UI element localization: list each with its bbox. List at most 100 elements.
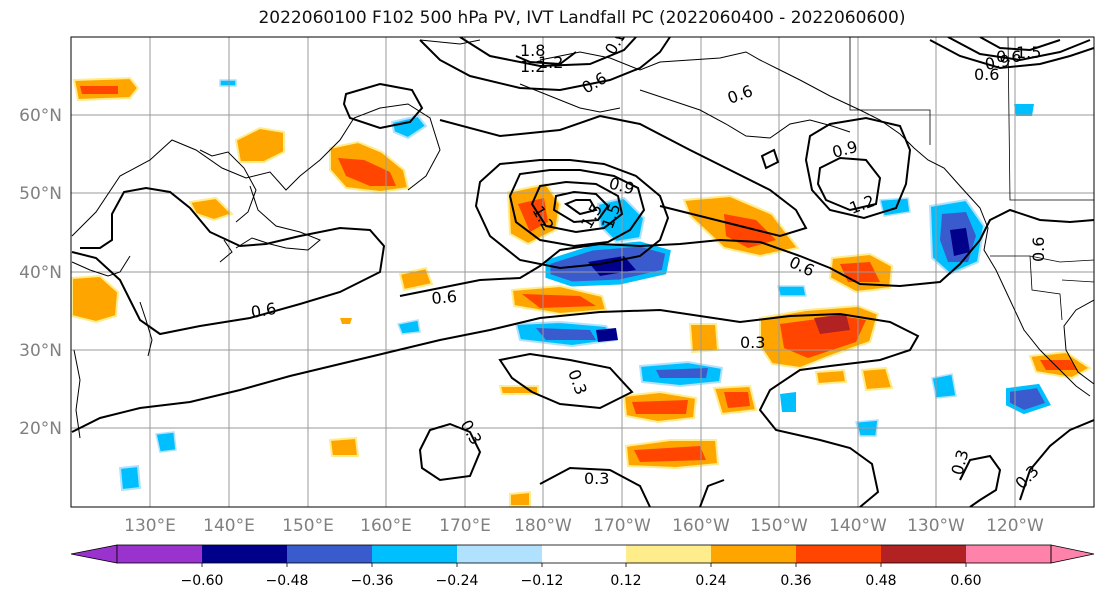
anomaly-blob xyxy=(328,436,360,457)
colorbar-tick-label: −0.12 xyxy=(521,573,564,589)
contour-label: 0.3 xyxy=(740,333,765,352)
anomaly-blob xyxy=(632,400,688,414)
colorbar-tick-label: −0.48 xyxy=(266,573,309,589)
contour-label: 0.6 xyxy=(1029,237,1048,262)
anomaly-blob xyxy=(338,158,396,186)
lon-label: 160°E xyxy=(360,516,412,536)
ivt-shading xyxy=(71,76,1092,507)
gridlines xyxy=(71,37,1094,507)
anomaly-blob xyxy=(509,490,531,507)
lon-label: 140°E xyxy=(203,516,255,536)
colorbar-tick-label: −0.60 xyxy=(181,573,224,589)
lon-label: 150°W xyxy=(750,516,808,536)
anomaly-blob xyxy=(588,256,636,276)
lat-label: 30°N xyxy=(19,341,62,361)
anomaly-blob xyxy=(398,266,434,292)
contour-label: 1.8 xyxy=(520,41,545,60)
anomaly-blob xyxy=(724,392,750,408)
colorbar-tick-label: 0.36 xyxy=(780,573,811,589)
contour-label: 0.3 xyxy=(584,469,609,488)
colorbar-extend-max xyxy=(1050,544,1095,564)
lat-label: 20°N xyxy=(19,419,62,439)
colorbar-tick-label: −0.24 xyxy=(436,573,479,589)
anomaly-blob xyxy=(80,86,118,94)
colorbar-segment xyxy=(202,545,287,563)
pv-contours xyxy=(71,37,1094,507)
contour-label: 0.9 xyxy=(609,12,638,44)
lon-label: 140°W xyxy=(829,516,887,536)
anomaly-blob xyxy=(814,368,848,386)
anomaly-blob xyxy=(596,196,646,244)
anomaly-blob xyxy=(396,319,421,335)
lat-label: 40°N xyxy=(19,263,62,283)
anomaly-blob xyxy=(219,79,237,87)
contour-label: 1.5 xyxy=(1016,43,1041,62)
map-frame xyxy=(70,36,1095,508)
anomaly-blob xyxy=(536,328,596,340)
anomaly-blob xyxy=(234,126,285,163)
anomaly-blob xyxy=(724,214,776,248)
anomaly-blob xyxy=(118,464,142,492)
colorbar-segment xyxy=(796,545,881,563)
colorbar-segment xyxy=(881,545,966,563)
colorbar-segment xyxy=(117,545,202,563)
anomaly-blob xyxy=(522,294,596,308)
colorbar-tick-label: −0.36 xyxy=(351,573,394,589)
lon-label: 180°W xyxy=(514,516,572,536)
contour-label: 1.2 xyxy=(520,57,545,76)
anomaly-blob xyxy=(518,198,548,232)
lat-label: 50°N xyxy=(19,184,62,204)
colorbar-frame xyxy=(116,544,1052,564)
latitude-labels: 60°N 50°N 40°N 30°N 20°N xyxy=(19,106,62,439)
negative-anomalies xyxy=(118,79,1051,492)
anomaly-blob xyxy=(688,323,720,354)
anomaly-blob xyxy=(780,392,796,412)
contour-label: 0.9 xyxy=(983,51,1011,74)
anomaly-blob xyxy=(1040,360,1078,370)
colorbar-segment xyxy=(711,545,796,563)
contour-label: 0.6 xyxy=(996,47,1021,66)
lon-label: 170°W xyxy=(593,516,651,536)
coastlines xyxy=(71,39,1094,439)
colorbar-tick-label: 0.12 xyxy=(610,573,641,589)
lon-label: 130°E xyxy=(124,516,176,536)
colorbar-extend-min xyxy=(70,544,118,564)
lon-label: 170°E xyxy=(439,516,491,536)
anomaly-blob xyxy=(777,285,807,297)
lon-label: 120°W xyxy=(986,516,1044,536)
colorbar-segment xyxy=(966,545,1051,563)
colorbar-tick-label: 0.24 xyxy=(695,573,726,589)
lon-label: 150°E xyxy=(282,516,334,536)
colorbar-tick-label: 0.48 xyxy=(865,573,896,589)
colorbar-segment xyxy=(457,545,542,563)
figure-title: 2022060100 F102 500 hPa PV, IVT Landfall… xyxy=(258,8,906,28)
contour-label: 0.6 xyxy=(249,299,277,322)
colorbar-segment xyxy=(542,545,626,563)
anomaly-blob xyxy=(1014,104,1034,116)
map-panel: 0.6 0.6 0.6 0.6 0.3 0.3 0.3 0.3 0.3 0.3 … xyxy=(71,12,1094,507)
borders xyxy=(849,37,1094,321)
anomaly-blob xyxy=(931,373,957,399)
colorbar-segment xyxy=(372,545,457,563)
anomaly-blob xyxy=(879,197,911,217)
anomaly-blob xyxy=(71,274,120,324)
anomaly-blob xyxy=(634,446,706,462)
anomaly-blob xyxy=(596,328,618,342)
contour-label: 0.6 xyxy=(431,287,458,308)
anomaly-blob xyxy=(950,228,970,256)
anomaly-blob xyxy=(188,196,234,222)
anomaly-blob xyxy=(656,368,708,378)
contour-label: 0.6 xyxy=(974,65,999,84)
colorbar-tick-label: 0.60 xyxy=(950,573,981,589)
colorbar-segment xyxy=(287,545,372,563)
anomaly-blob xyxy=(814,314,850,334)
positive-anomalies xyxy=(71,76,1092,507)
anomaly-blob xyxy=(340,318,352,324)
contour-label: 1.2 xyxy=(538,53,563,72)
lon-label: 160°W xyxy=(672,516,730,536)
colorbar: −0.60 −0.48 −0.36 −0.24 −0.12 0.12 0.24 … xyxy=(70,544,1095,589)
anomaly-blob xyxy=(1006,383,1051,415)
lat-label: 60°N xyxy=(19,106,62,126)
